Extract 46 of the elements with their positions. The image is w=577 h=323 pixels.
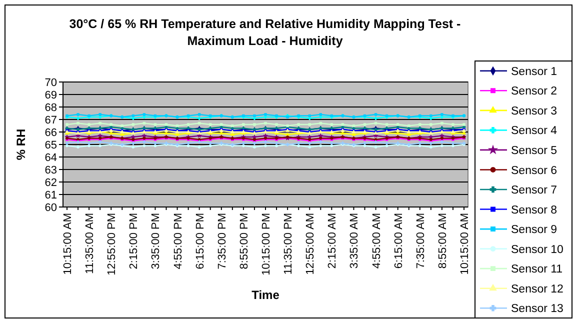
legend-label: Sensor 12 xyxy=(511,283,564,296)
legend-label: Sensor 7 xyxy=(511,184,558,197)
legend-label: Sensor 1 xyxy=(511,66,558,78)
legend-label: Sensor 8 xyxy=(511,204,558,216)
x-tick-label: 12:55:00 AM xyxy=(304,213,317,275)
y-tick-label: 61 xyxy=(44,189,57,202)
legend-label: Sensor 10 xyxy=(511,244,564,256)
y-tick-label: 70 xyxy=(44,76,57,89)
x-tick-label: 10:15:00 PM xyxy=(260,213,272,276)
x-tick-label: 6:15:00 AM xyxy=(392,213,405,269)
legend-label: Sensor 6 xyxy=(511,164,558,177)
y-tick-label: 62 xyxy=(44,176,57,189)
y-tick-label: 64 xyxy=(44,152,57,164)
x-tick-label: 4:55:00 AM xyxy=(370,213,383,269)
y-tick-label: 68 xyxy=(44,102,57,114)
x-tick-label: 4:55:00 PM xyxy=(172,213,184,270)
x-tick-label: 8:55:00 PM xyxy=(238,213,250,270)
legend-label: Sensor 5 xyxy=(511,144,558,157)
x-tick-label: 10:15:00 AM xyxy=(62,213,74,275)
legend-label: Sensor 9 xyxy=(511,224,558,236)
x-tick-label: 12:55:00 PM xyxy=(106,213,118,276)
y-tick-label: 65 xyxy=(44,139,57,152)
x-tick-label: 10:15:00 AM xyxy=(459,213,471,275)
x-tick-label: 6:15:00 PM xyxy=(194,213,206,270)
x-tick-label: 8:55:00 AM xyxy=(436,213,449,269)
y-tick-label: 66 xyxy=(44,126,57,139)
y-tick-label: 60 xyxy=(44,202,57,214)
y-tick-label: 69 xyxy=(44,89,57,102)
x-tick-label: 11:35:00 PM xyxy=(282,213,295,275)
chart-title: 30°C / 65 % RH Temperature and Relative Humidity Mapping Test - Maximum Load - Humidity xyxy=(69,17,461,48)
legend-label: Sensor 11 xyxy=(511,264,563,276)
x-tick-label: 2:15:00 AM xyxy=(326,213,339,269)
x-tick-label: 3:35:00 AM xyxy=(348,213,361,269)
y-tick-label: 67 xyxy=(44,114,57,126)
x-tick-label: 7:35:00 PM xyxy=(216,213,228,270)
legend-label: Sensor 13 xyxy=(511,303,564,316)
legend-label: Sensor 2 xyxy=(511,86,558,98)
legend-label: Sensor 3 xyxy=(511,105,558,118)
legend-label: Sensor 4 xyxy=(511,125,558,138)
x-tick-label: 7:35:00 AM xyxy=(414,213,427,269)
y-axis-title: % RH xyxy=(14,128,28,160)
y-tick-label: 63 xyxy=(44,164,57,176)
x-tick-label: 11:35:00 AM xyxy=(84,213,96,274)
x-axis-title: Time xyxy=(252,288,280,302)
x-tick-label: 2:15:00 PM xyxy=(128,213,140,270)
x-tick-label: 3:35:00 PM xyxy=(150,213,162,270)
